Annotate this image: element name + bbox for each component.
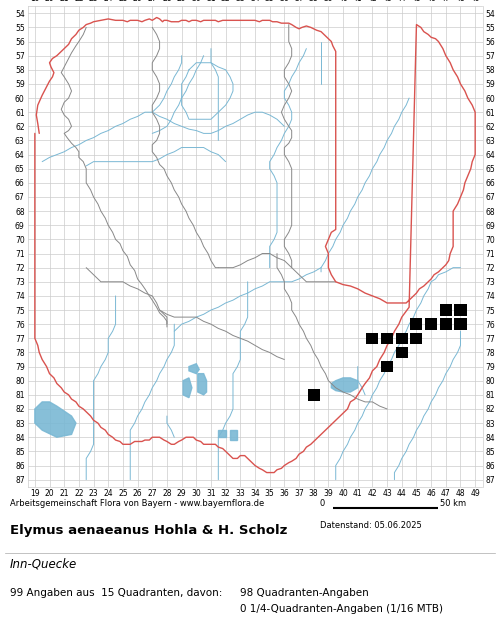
Polygon shape bbox=[218, 430, 226, 437]
Bar bbox=[396, 347, 408, 358]
Bar bbox=[454, 304, 466, 316]
Bar bbox=[396, 332, 408, 344]
Text: Arbeitsgemeinschaft Flora von Bayern - www.bayernflora.de: Arbeitsgemeinschaft Flora von Bayern - w… bbox=[10, 498, 264, 508]
Text: 99 Angaben aus  15 Quadranten, davon:: 99 Angaben aus 15 Quadranten, davon: bbox=[10, 588, 222, 598]
Text: 0: 0 bbox=[320, 498, 325, 508]
Text: Inn-Quecke: Inn-Quecke bbox=[10, 557, 77, 570]
Polygon shape bbox=[230, 430, 237, 440]
Text: 50 km: 50 km bbox=[440, 498, 466, 508]
Bar bbox=[440, 304, 452, 316]
Text: 0 1/4-Quadranten-Angaben (1/16 MTB): 0 1/4-Quadranten-Angaben (1/16 MTB) bbox=[240, 604, 443, 614]
Bar bbox=[454, 319, 466, 330]
Text: Elymus aenaeanus Hohla & H. Scholz: Elymus aenaeanus Hohla & H. Scholz bbox=[10, 524, 287, 537]
Text: Datenstand: 05.06.2025: Datenstand: 05.06.2025 bbox=[320, 521, 422, 530]
Bar bbox=[366, 332, 378, 344]
Polygon shape bbox=[332, 378, 357, 392]
Text: 98 Quadranten-Angaben: 98 Quadranten-Angaben bbox=[240, 588, 369, 598]
Polygon shape bbox=[189, 364, 199, 374]
Bar bbox=[381, 332, 393, 344]
Polygon shape bbox=[198, 374, 206, 395]
Polygon shape bbox=[183, 378, 192, 397]
Bar bbox=[440, 319, 452, 330]
Bar bbox=[410, 319, 422, 330]
Bar bbox=[410, 332, 422, 344]
Bar bbox=[425, 319, 437, 330]
Bar bbox=[381, 361, 393, 373]
Polygon shape bbox=[35, 402, 76, 437]
Bar bbox=[308, 389, 320, 401]
